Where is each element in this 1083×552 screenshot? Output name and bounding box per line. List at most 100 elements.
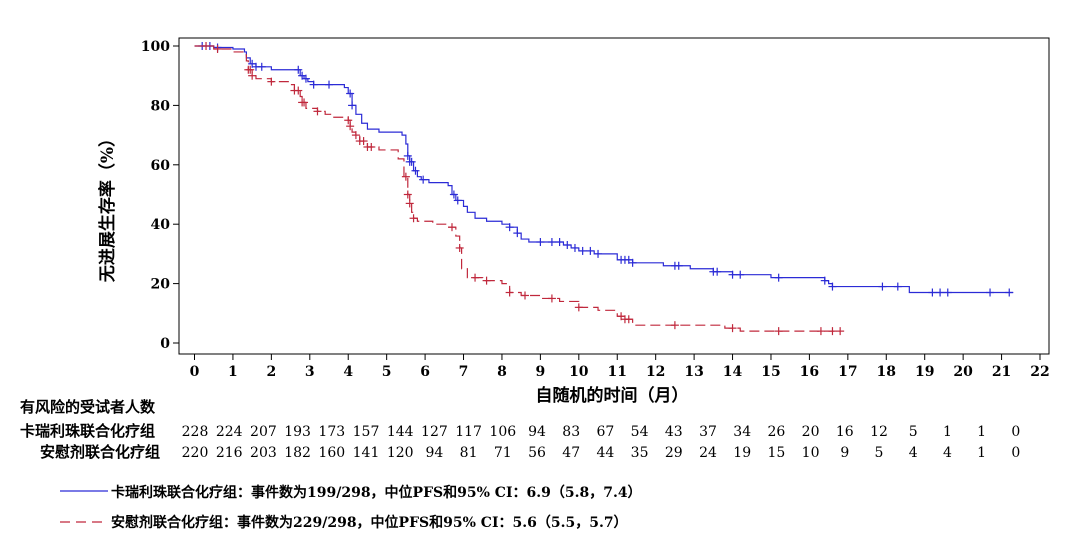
censor-mark-1 xyxy=(820,276,829,285)
censor-mark-1 xyxy=(594,249,603,258)
censor-mark-2 xyxy=(482,276,491,285)
x-tick-label: 7 xyxy=(459,364,469,380)
censor-mark-1 xyxy=(403,151,412,160)
censor-mark-1 xyxy=(325,80,334,89)
risk-value-2: 5 xyxy=(875,445,884,461)
censor-mark-2 xyxy=(405,199,414,208)
censor-mark-2 xyxy=(455,243,464,252)
risk-value-2: 1 xyxy=(977,445,986,461)
risk-value-1: 207 xyxy=(250,424,277,440)
censor-mark-1 xyxy=(713,267,722,276)
censor-mark-2 xyxy=(359,137,368,146)
risk-value-2: 71 xyxy=(494,445,512,461)
x-tick-label: 19 xyxy=(915,364,934,380)
censor-mark-1 xyxy=(294,65,303,74)
risk-value-2: 4 xyxy=(943,445,952,461)
x-tick-label: 11 xyxy=(608,364,627,380)
risk-value-2: 203 xyxy=(250,445,277,461)
censor-mark-1 xyxy=(309,80,318,89)
x-tick-label: 16 xyxy=(800,364,819,380)
censor-mark-1 xyxy=(728,270,737,279)
censor-mark-1 xyxy=(878,282,887,291)
censor-mark-1 xyxy=(674,261,683,270)
risk-value-2: 47 xyxy=(562,445,580,461)
censor-mark-2 xyxy=(816,327,825,336)
risk-value-2: 120 xyxy=(387,445,414,461)
y-tick-label: 0 xyxy=(160,336,170,352)
risk-value-1: 20 xyxy=(802,424,820,440)
censor-mark-2 xyxy=(547,294,556,303)
risk-value-1: 43 xyxy=(665,424,683,440)
risk-value-2: 220 xyxy=(182,445,209,461)
series-line-1 xyxy=(194,45,1014,294)
risk-value-2: 29 xyxy=(665,445,683,461)
risk-value-2: 160 xyxy=(318,445,345,461)
censor-mark-2 xyxy=(505,288,514,297)
risk-value-2: 19 xyxy=(733,445,751,461)
censor-mark-1 xyxy=(453,196,462,205)
censor-mark-2 xyxy=(246,65,255,74)
censor-mark-2 xyxy=(202,42,211,50)
series-line-2 xyxy=(194,45,841,332)
risk-value-1: 12 xyxy=(870,424,888,440)
x-tick-label: 6 xyxy=(420,364,430,380)
risk-value-1: 26 xyxy=(767,424,785,440)
censor-mark-1 xyxy=(893,282,902,291)
censor-mark-1 xyxy=(555,238,564,247)
censor-mark-2 xyxy=(624,315,633,324)
x-tick-label: 14 xyxy=(723,364,743,380)
censor-mark-2 xyxy=(351,131,360,140)
censor-mark-1 xyxy=(986,288,995,297)
censor-mark-2 xyxy=(774,327,783,336)
x-axis: 0 1 2 3 4 5 6 7 8 9 10 11 12 13 14 15 16 17 18 19 20 21 22 xyxy=(190,354,1050,380)
x-tick-label: 22 xyxy=(1030,364,1049,380)
x-tick-label: 10 xyxy=(569,364,589,380)
risk-value-2: 9 xyxy=(840,445,849,461)
censor-mark-2 xyxy=(471,273,480,282)
x-tick-label: 20 xyxy=(953,364,973,380)
censor-mark-2 xyxy=(521,291,530,300)
risk-value-1: 106 xyxy=(489,424,516,440)
censor-mark-2 xyxy=(313,107,322,116)
risk-value-1: 5 xyxy=(909,424,918,440)
censor-mark-2 xyxy=(836,327,845,336)
x-tick-label: 13 xyxy=(684,364,703,380)
risk-table-title: 有风险的受试者人数 xyxy=(20,398,156,416)
censor-mark-1 xyxy=(736,270,745,279)
legend-text-2: 安慰剂联合化疗组：事件数为229/298，中位PFS和95% CI：5.6（5.… xyxy=(111,514,628,531)
censor-mark-2 xyxy=(346,122,355,131)
x-tick-label: 8 xyxy=(497,364,507,380)
censor-mark-1 xyxy=(301,74,310,83)
censor-mark-1 xyxy=(628,258,637,267)
censor-mark-1 xyxy=(936,288,945,297)
censor-mark-1 xyxy=(586,246,595,255)
risk-value-2: 81 xyxy=(460,445,478,461)
risk-value-1: 144 xyxy=(387,424,414,440)
risk-value-1: 173 xyxy=(318,424,345,440)
censor-mark-1 xyxy=(547,238,556,247)
censor-mark-1 xyxy=(348,101,357,110)
censor-mark-1 xyxy=(570,243,579,252)
risk-row-1-label: 卡瑞利珠联合化疗组 xyxy=(20,422,155,440)
risk-row-2-label: 安慰剂联合化疗组 xyxy=(40,443,160,461)
risk-value-1: 157 xyxy=(353,424,380,440)
risk-value-2: 4 xyxy=(909,445,918,461)
risk-value-2: 24 xyxy=(699,445,717,461)
risk-value-2: 182 xyxy=(284,445,311,461)
x-tick-label: 3 xyxy=(305,364,315,380)
x-tick-label: 21 xyxy=(992,364,1011,380)
risk-value-1: 16 xyxy=(836,424,854,440)
legend-text-1: 卡瑞利珠联合化疗组：事件数为199/298，中位PFS和95% CI：6.9（5… xyxy=(111,484,642,501)
censor-mark-2 xyxy=(670,321,679,330)
y-tick-label: 20 xyxy=(151,277,171,293)
risk-value-1: 94 xyxy=(528,424,546,440)
risk-value-2: 216 xyxy=(216,445,243,461)
y-axis-title: 无进展生存率（%） xyxy=(97,130,118,283)
censor-mark-2 xyxy=(403,190,412,199)
risk-value-2: 94 xyxy=(425,445,443,461)
x-tick-label: 9 xyxy=(536,364,546,380)
y-tick-label: 80 xyxy=(151,98,171,114)
series-layer xyxy=(194,42,1014,336)
censor-mark-2 xyxy=(401,172,410,181)
